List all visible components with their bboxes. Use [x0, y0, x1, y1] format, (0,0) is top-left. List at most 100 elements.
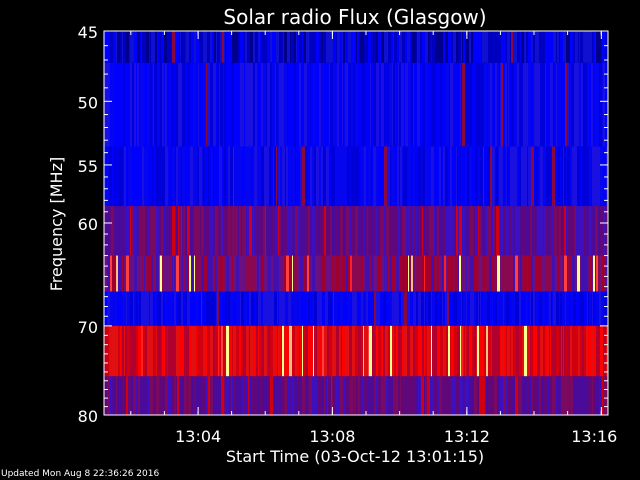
heatmap-cell — [184, 325, 187, 377]
heatmap-cell — [378, 31, 381, 63]
heatmap-cell — [220, 325, 221, 377]
heatmap-cell — [476, 62, 479, 147]
heatmap-cell — [434, 146, 436, 207]
heatmap-cell — [383, 206, 384, 256]
heatmap-cell — [521, 146, 524, 207]
heatmap-cell — [583, 31, 586, 63]
heatmap-cell — [592, 146, 594, 207]
heatmap-cell — [512, 376, 515, 415]
heatmap-cell — [529, 146, 531, 207]
chart-title: Solar radio Flux (Glasgow) — [223, 5, 486, 29]
heatmap-cell — [178, 206, 179, 256]
heatmap-cell — [510, 31, 511, 63]
heatmap-cell — [467, 291, 470, 326]
heatmap-cell — [365, 62, 368, 147]
heatmap-cell — [556, 31, 557, 63]
heatmap-cell — [221, 206, 222, 256]
heatmap-cell — [258, 31, 260, 63]
heatmap-cell — [127, 291, 130, 326]
heatmap-cell — [133, 146, 136, 207]
heatmap-cell — [575, 376, 576, 415]
heatmap-cell — [492, 255, 494, 292]
heatmap-cell — [164, 31, 167, 63]
heatmap-cell — [185, 206, 187, 256]
heatmap-cell — [203, 146, 205, 207]
heatmap-cell — [138, 291, 139, 326]
heatmap-cell — [191, 376, 193, 415]
heatmap-cell — [260, 206, 263, 256]
heatmap-cell — [405, 376, 408, 415]
heatmap-cell — [117, 31, 120, 63]
heatmap-cell — [179, 206, 180, 256]
heatmap-cell — [352, 206, 353, 256]
heatmap-cell — [525, 376, 527, 415]
heatmap-cell — [533, 325, 535, 377]
heatmap-cell — [116, 62, 118, 147]
heatmap-cell — [139, 206, 141, 256]
heatmap-cell — [213, 376, 216, 415]
heatmap-cell — [472, 146, 475, 207]
heatmap-cell — [551, 206, 554, 256]
heatmap-cell — [289, 255, 290, 292]
heatmap-cell — [491, 376, 492, 415]
heatmap-cell — [303, 31, 306, 63]
heatmap-cell — [548, 146, 551, 207]
heatmap-cell — [456, 206, 458, 256]
heatmap-cell — [229, 325, 230, 377]
heatmap-cell — [369, 62, 370, 147]
heatmap-cell — [518, 255, 520, 292]
heatmap-cell — [462, 206, 465, 256]
heatmap-cell — [262, 255, 264, 292]
heatmap-cell — [175, 31, 176, 63]
heatmap-cell — [400, 376, 401, 415]
heatmap-cell — [399, 62, 401, 147]
heatmap-cell — [494, 255, 497, 292]
heatmap-cell — [552, 376, 555, 415]
heatmap-cell — [343, 376, 344, 415]
heatmap-cell — [216, 376, 218, 415]
heatmap-cell — [372, 31, 375, 63]
heatmap-cell — [242, 146, 245, 207]
heatmap-cell — [259, 325, 262, 377]
heatmap-cell — [373, 291, 374, 326]
heatmap-cell — [445, 291, 447, 326]
heatmap-cell — [161, 325, 162, 377]
heatmap-cell — [540, 62, 542, 147]
heatmap-cell — [329, 146, 331, 207]
heatmap-cell — [252, 376, 255, 415]
heatmap-cell — [162, 325, 165, 377]
heatmap-cell — [123, 291, 126, 326]
heatmap-cell — [580, 31, 583, 63]
heatmap-cell — [385, 62, 388, 147]
heatmap-cell — [161, 291, 163, 326]
heatmap-cell — [522, 255, 524, 292]
heatmap-cell — [193, 376, 195, 415]
heatmap-cell — [203, 31, 204, 63]
heatmap-cell — [139, 255, 140, 292]
heatmap-cell — [549, 291, 551, 326]
heatmap-cell — [270, 31, 272, 63]
heatmap-cell — [186, 291, 187, 326]
heatmap-cell — [321, 146, 323, 207]
heatmap-cell — [439, 376, 442, 415]
heatmap-cell — [558, 376, 561, 415]
heatmap-cell — [589, 291, 591, 326]
heatmap-cell — [517, 146, 519, 207]
heatmap-cell — [223, 62, 224, 147]
heatmap-cell — [146, 31, 149, 63]
heatmap-cell — [477, 325, 479, 377]
heatmap-cell — [127, 206, 130, 256]
heatmap-cell — [175, 62, 178, 147]
heatmap-cell — [219, 146, 222, 207]
heatmap-cell — [422, 255, 423, 292]
heatmap-cell — [299, 31, 300, 63]
heatmap-cell — [229, 255, 231, 292]
heatmap-cell — [124, 376, 126, 415]
heatmap-cell — [437, 255, 439, 292]
heatmap-cell — [130, 62, 132, 147]
heatmap-cell — [406, 206, 409, 256]
heatmap-cell — [369, 291, 370, 326]
heatmap-cell — [330, 62, 333, 147]
heatmap-cell — [601, 31, 602, 63]
heatmap-cell — [510, 146, 512, 207]
